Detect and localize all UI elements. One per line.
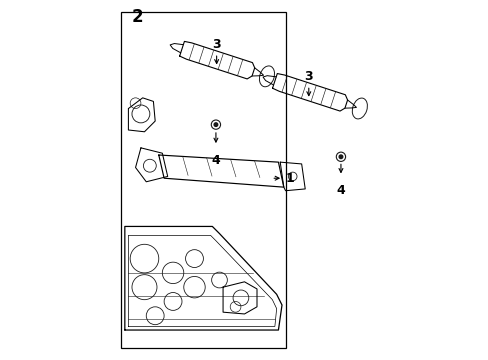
- Text: 4: 4: [211, 154, 220, 167]
- Text: 1: 1: [285, 172, 294, 185]
- Circle shape: [339, 155, 342, 158]
- Text: 3: 3: [212, 38, 221, 51]
- Text: 2: 2: [131, 9, 143, 27]
- Circle shape: [214, 123, 217, 126]
- Text: 4: 4: [336, 184, 345, 197]
- Text: 3: 3: [304, 70, 312, 83]
- Bar: [121, 12, 285, 348]
